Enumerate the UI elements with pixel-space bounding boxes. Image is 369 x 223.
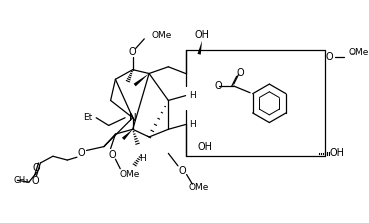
Text: OMe: OMe [120,170,140,179]
Polygon shape [122,129,133,140]
Text: O: O [325,52,333,62]
Text: OMe: OMe [152,31,172,39]
Text: OH: OH [194,30,210,40]
Text: O: O [129,47,137,57]
Text: Et: Et [83,113,92,122]
Text: O: O [33,163,40,173]
Text: –: – [350,50,354,56]
Text: OMe: OMe [348,48,369,57]
Text: H: H [189,91,196,100]
Text: OH: OH [197,142,212,152]
Text: O: O [109,150,116,160]
Text: O: O [214,81,222,91]
Polygon shape [134,74,149,86]
Text: O: O [179,166,187,176]
Polygon shape [197,41,202,55]
Text: H: H [189,120,196,129]
Text: O: O [32,176,39,186]
Text: O: O [78,148,86,158]
Text: N: N [129,113,137,123]
Text: OH: OH [330,148,345,158]
Text: H: H [139,154,146,163]
Text: O: O [237,68,244,78]
Text: OMe: OMe [189,184,209,192]
Text: CH₃: CH₃ [13,176,29,185]
